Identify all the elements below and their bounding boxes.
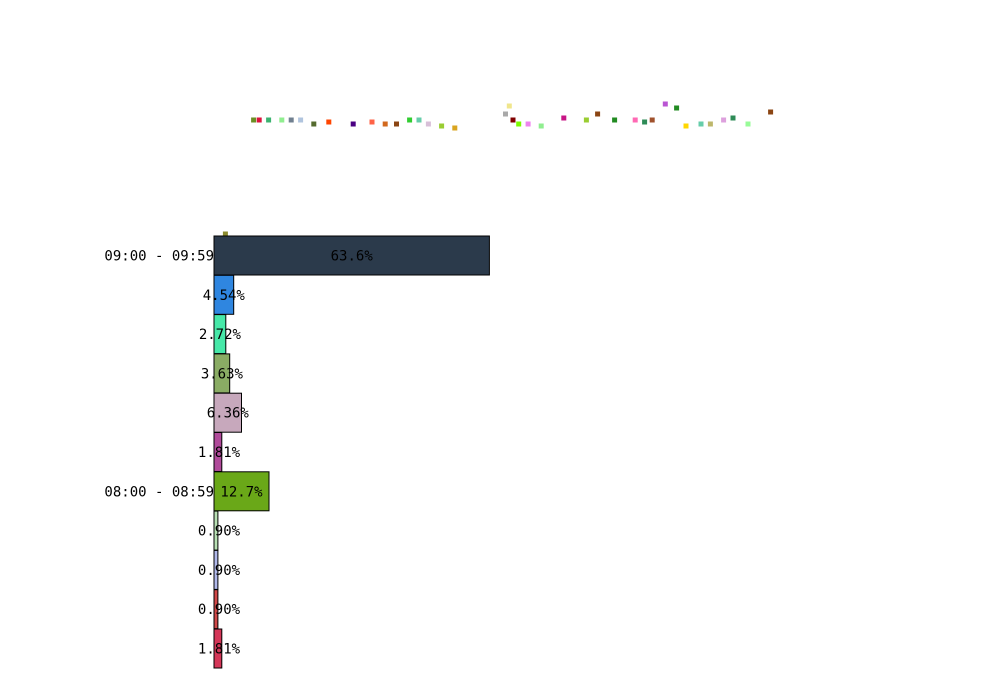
scatter-point-14 xyxy=(416,117,422,123)
bar-value-label-6: 12.7% xyxy=(220,484,263,500)
bar-value-label-1: 4.54% xyxy=(203,288,246,304)
scatter-point-25 xyxy=(583,117,589,123)
bar-value-label-0: 63.6% xyxy=(331,249,374,265)
scatter-plot xyxy=(222,101,774,237)
scatter-point-16 xyxy=(439,123,445,129)
scatter-point-4 xyxy=(279,117,285,123)
scatter-point-38 xyxy=(745,121,751,127)
bar-value-label-10: 1.81% xyxy=(198,642,241,658)
scatter-point-29 xyxy=(642,119,648,125)
scatter-point-20 xyxy=(510,117,516,123)
scatter-point-35 xyxy=(707,121,713,127)
bar-value-label-5: 1.81% xyxy=(198,445,241,461)
scatter-point-11 xyxy=(382,121,388,127)
scatter-point-19 xyxy=(506,103,512,109)
bar-value-label-4: 6.36% xyxy=(207,406,250,422)
bar-value-label-3: 3.63% xyxy=(201,366,244,382)
scatter-point-24 xyxy=(561,115,567,121)
scatter-point-21 xyxy=(516,121,522,127)
bar-category-label-0: 09:00 - 09:59 xyxy=(104,249,214,265)
scatter-point-22 xyxy=(525,121,531,127)
scatter-point-12 xyxy=(394,121,399,127)
scatter-point-18 xyxy=(503,111,508,117)
bar-10 xyxy=(213,628,223,669)
scatter-point-33 xyxy=(683,123,689,129)
scatter-point-9 xyxy=(350,121,356,127)
scatter-point-32 xyxy=(674,105,680,111)
bar-chart: 63.6% 09:00 - 09:59 4.54% 2.72% 3.63% 6.36% 1.… xyxy=(104,235,490,669)
bar-value-label-2: 2.72% xyxy=(199,327,242,343)
scatter-point-17 xyxy=(452,125,458,131)
scatter-point-30 xyxy=(649,117,655,123)
bar-value-label-9: 0.90% xyxy=(198,602,241,618)
scatter-point-13 xyxy=(407,117,413,123)
scatter-point-10 xyxy=(369,119,375,125)
scatter-point-36 xyxy=(721,117,727,123)
scatter-point-37 xyxy=(730,115,736,121)
scatter-point-31 xyxy=(662,101,668,107)
bar-category-label-6: 08:00 - 08:59 xyxy=(104,484,214,500)
scatter-point-39 xyxy=(768,109,774,115)
bar-value-label-8: 0.90% xyxy=(198,563,241,579)
bar-6 xyxy=(213,471,270,512)
scatter-point-15 xyxy=(425,121,431,127)
scatter-point-28 xyxy=(632,117,638,123)
scatter-point-6 xyxy=(298,117,304,123)
scatter-point-27 xyxy=(612,117,618,123)
bar-value-label-7: 0.90% xyxy=(198,524,241,540)
bar-0 xyxy=(213,235,490,276)
scatter-point-0 xyxy=(222,231,228,237)
scatter-point-1 xyxy=(251,117,257,123)
scatter-point-34 xyxy=(698,121,704,127)
scatter-point-3 xyxy=(266,117,272,123)
scatter-point-26 xyxy=(595,111,601,117)
scatter-point-5 xyxy=(288,117,294,123)
scatter-point-23 xyxy=(538,123,544,129)
scatter-point-8 xyxy=(326,119,332,125)
scatter-point-7 xyxy=(311,121,317,127)
bar-4 xyxy=(213,392,242,433)
scatter-point-2 xyxy=(256,117,262,123)
